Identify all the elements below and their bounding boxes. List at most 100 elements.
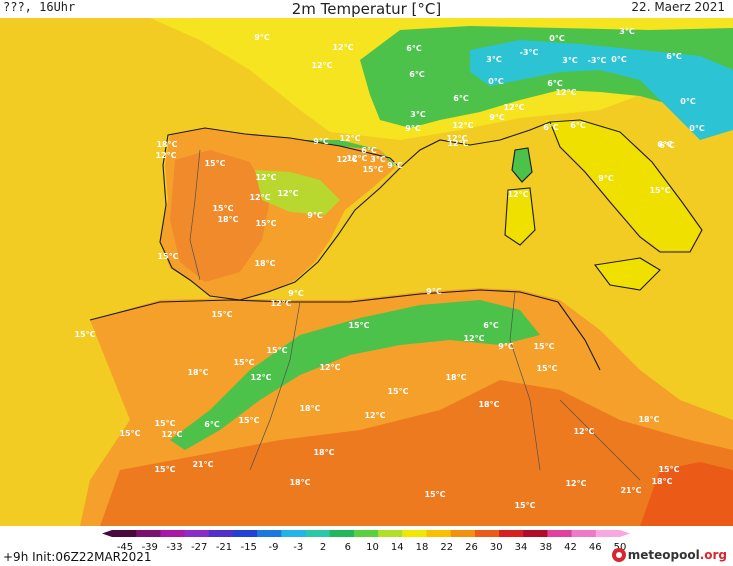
region-libya-hot — [640, 462, 733, 526]
legend-ticks: -45 -39 -33 -27 -21 -15 -9 -3 2 6 10 14 18 22 26 30 34 38… — [117, 542, 627, 553]
temperature-label: 6°C — [361, 146, 377, 155]
island-sardinia — [505, 188, 535, 245]
temperature-label: 3°C — [370, 155, 386, 164]
temperature-label: 6°C — [204, 420, 220, 429]
coastline-sardinia — [504, 187, 536, 246]
temperature-label: -3°C — [588, 56, 607, 65]
legend-swatch — [305, 530, 331, 537]
temperature-label: 12°C — [452, 121, 473, 130]
temperature-label: 18°C — [299, 404, 320, 413]
temperature-label: 3°C — [486, 55, 502, 64]
temperature-label: 15°C — [154, 419, 175, 428]
temperature-label: 15°C — [387, 387, 408, 396]
temperature-label: 18°C — [156, 140, 177, 149]
logo-main-text: meteopool — [627, 548, 700, 562]
temperature-label: 9°C — [426, 287, 442, 296]
legend-swatch — [281, 530, 307, 537]
temperature-label: 15°C — [233, 358, 254, 367]
legend-tick-label: 22 — [440, 542, 453, 553]
legend-tick-label: 30 — [490, 542, 503, 553]
temperature-label: 12°C — [555, 88, 576, 97]
temperature-label: 18°C — [187, 368, 208, 377]
temperature-label: 0°C — [611, 55, 627, 64]
coastline-iberia — [159, 127, 401, 301]
temperature-label: 6°C — [483, 321, 499, 330]
temperature-label: 12°C — [250, 373, 271, 382]
temperature-label: 6°C — [547, 79, 563, 88]
temperature-label: 12°C — [332, 43, 353, 52]
legend-swatch — [450, 530, 476, 537]
temperature-label: 0°C — [488, 77, 504, 86]
temperature-label: 15°C — [266, 346, 287, 355]
region-italy — [545, 120, 700, 250]
legend-tick-label: 38 — [539, 542, 552, 553]
map-title: 2m Temperatur [°C] — [291, 0, 442, 18]
legend-swatch — [257, 530, 282, 537]
legend-swatch — [547, 530, 573, 537]
temperature-label: 6°C — [409, 70, 425, 79]
temperature-label: 12°C — [346, 154, 367, 163]
legend-swatch — [595, 530, 621, 537]
region-iberia-highlands — [255, 170, 340, 215]
temperature-label: 9°C — [598, 174, 614, 183]
temperature-label: 15°C — [211, 310, 232, 319]
border-algeria-tunisia — [509, 291, 541, 471]
legend-swatch — [160, 530, 186, 537]
temperature-map: 9°C12°C12°C6°C0°C3°C6°C3°C-3°C3°C 0°C-3°C… — [0, 18, 733, 526]
temperature-label: 18°C — [445, 373, 466, 382]
coastline-africa — [89, 289, 601, 371]
legend-swatch — [402, 530, 427, 537]
legend-tick-label: 2 — [320, 542, 326, 553]
meteopool-logo: meteopool .org — [611, 548, 727, 562]
temperature-label: 3°C — [562, 56, 578, 65]
temperature-label: 12°C — [311, 61, 332, 70]
temperature-label: 15°C — [154, 465, 175, 474]
legend-tick-label: -27 — [191, 542, 207, 553]
temperature-label: 12°C — [446, 134, 467, 143]
temperature-label: 3°C — [410, 110, 426, 119]
temperature-label: 15°C — [212, 204, 233, 213]
region-atlas-mountains — [170, 300, 540, 450]
temperature-label: 6°C — [570, 121, 586, 130]
temperature-label: 12°C — [339, 134, 360, 143]
legend-tick-label: -15 — [241, 542, 257, 553]
color-scale-legend: -45 -39 -33 -27 -21 -15 -9 -3 2 6 10 14 18 22 26 30 34 38… — [102, 530, 630, 553]
legend-tick-label: 18 — [416, 542, 429, 553]
legend-swatch — [329, 530, 355, 537]
island-corsica — [512, 148, 532, 182]
legend-tick-label: 14 — [391, 542, 404, 553]
border-morocco-algeria — [249, 301, 301, 471]
temperature-label: 12°C — [155, 151, 176, 160]
legend-tick-label: 6 — [345, 542, 351, 553]
legend-tick-label: -45 — [117, 542, 133, 553]
temperature-label: 15°C — [424, 490, 445, 499]
temperature-label: 18°C — [651, 477, 672, 486]
temperature-label: 15°C — [74, 330, 95, 339]
temperature-label: 12°C — [565, 479, 586, 488]
temperature-label: 6°C — [543, 123, 559, 132]
temperature-label: 9°C — [313, 137, 329, 146]
legend-swatch — [523, 530, 548, 537]
legend-swatch — [378, 530, 403, 537]
temperature-label: 15°C — [536, 364, 557, 373]
region-sahara-hot — [100, 380, 733, 526]
temperature-labels: 9°C12°C12°C6°C0°C3°C6°C3°C-3°C3°C 0°C-3°C… — [74, 27, 704, 510]
temperature-label: 12°C — [507, 190, 528, 199]
temperature-label: 6°C — [453, 94, 469, 103]
temperature-label: 12°C — [277, 189, 298, 198]
temperature-label: 18°C — [217, 215, 238, 224]
temperature-label: 12°C — [255, 173, 276, 182]
legend-tick-label: 34 — [515, 542, 528, 553]
legend-tick-label: 10 — [366, 542, 379, 553]
legend-swatch — [232, 530, 258, 537]
temperature-label: 15°C — [362, 165, 383, 174]
temperature-label: 12°C — [573, 427, 594, 436]
temperature-label: 15°C — [649, 186, 670, 195]
temperature-label: 21°C — [620, 486, 641, 495]
legend-tick-label: -3 — [293, 542, 303, 553]
temperature-label: 15°C — [157, 252, 178, 261]
meteopool-logo-icon — [611, 548, 626, 562]
temperature-label: 18°C — [478, 400, 499, 409]
legend-arrow-left — [102, 530, 112, 537]
forecast-date: 22. Maerz 2021 — [631, 0, 725, 14]
